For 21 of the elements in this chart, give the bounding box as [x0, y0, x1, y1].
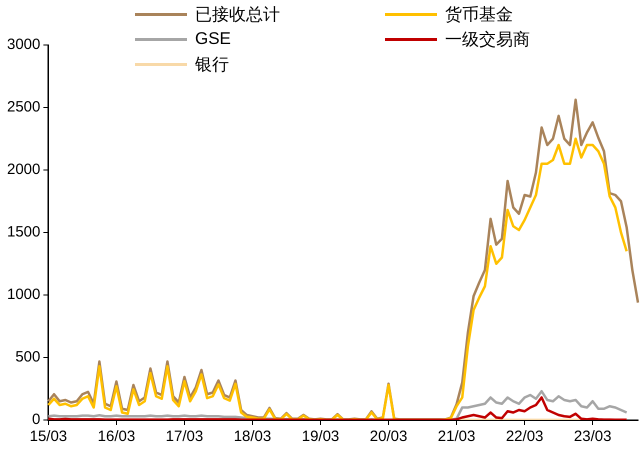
y-tick-label: 500	[15, 348, 40, 366]
x-tick-label: 23/03	[574, 428, 612, 446]
x-tick-label: 20/03	[370, 428, 408, 446]
x-tick-label: 22/03	[506, 428, 544, 446]
legend-label: 货币基金	[445, 4, 513, 26]
legend-label: GSE	[195, 29, 231, 49]
y-tick-label: 3000	[6, 36, 40, 54]
x-tick-label: 18/03	[234, 428, 272, 446]
x-tick-label: 19/03	[302, 428, 340, 446]
y-tick-label: 0	[32, 411, 40, 428]
legend-label: 一级交易商	[445, 28, 530, 50]
x-tick-label: 17/03	[166, 428, 204, 446]
y-tick-label: 1500	[6, 224, 40, 241]
y-tick-label: 1000	[6, 286, 40, 304]
y-tick-label: 2500	[6, 98, 40, 116]
x-tick-label: 15/03	[30, 428, 68, 446]
legend-label: 银行	[195, 54, 229, 76]
legend-label: 已接收总计	[195, 4, 280, 26]
x-tick-label: 21/03	[438, 428, 476, 446]
x-tick-label: 16/03	[98, 428, 136, 446]
y-tick-label: 2000	[6, 161, 40, 178]
